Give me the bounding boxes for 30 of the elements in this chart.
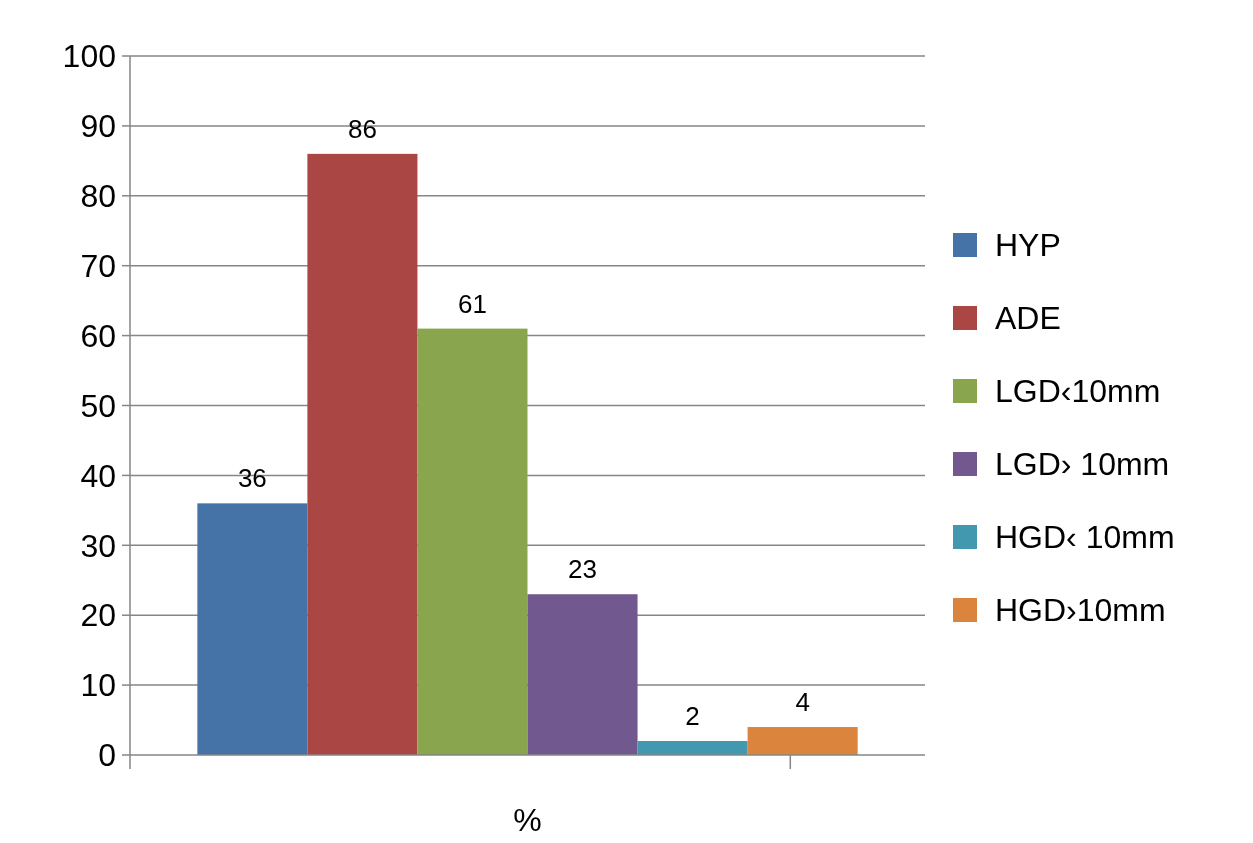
y-tick-label: 80 bbox=[80, 178, 116, 214]
y-tick-label: 60 bbox=[80, 317, 116, 354]
legend-label: HGD‹ 10mm bbox=[995, 519, 1175, 556]
bar bbox=[527, 594, 638, 755]
y-tick-label: 20 bbox=[80, 597, 116, 634]
legend-label: HYP bbox=[995, 227, 1061, 264]
data-label: 4 bbox=[795, 687, 810, 718]
bar bbox=[417, 328, 528, 755]
legend-label: LGD‹10mm bbox=[995, 373, 1161, 410]
y-tick-label: 90 bbox=[80, 108, 116, 145]
y-tick-label: 70 bbox=[80, 247, 116, 284]
data-label: 36 bbox=[237, 463, 267, 494]
y-tick-label: 40 bbox=[80, 457, 116, 494]
legend-label: ADE bbox=[995, 300, 1061, 337]
bar bbox=[637, 741, 748, 755]
bar bbox=[197, 503, 308, 755]
bar bbox=[307, 153, 418, 755]
data-label: 86 bbox=[347, 113, 377, 144]
y-tick-label: 100 bbox=[62, 38, 116, 75]
bar bbox=[747, 727, 858, 755]
data-label: 61 bbox=[458, 288, 487, 319]
y-tick-label: 50 bbox=[80, 387, 116, 424]
y-tick-label: 30 bbox=[80, 527, 116, 564]
x-tick-label: % bbox=[513, 802, 542, 838]
y-tick-label: 0 bbox=[98, 737, 116, 774]
legend-label: HGD›10mm bbox=[995, 592, 1166, 629]
y-tick-label: 10 bbox=[80, 667, 116, 704]
data-label: 23 bbox=[568, 554, 597, 585]
data-label: 2 bbox=[685, 701, 700, 732]
legend-label: LGD› 10mm bbox=[995, 446, 1170, 483]
